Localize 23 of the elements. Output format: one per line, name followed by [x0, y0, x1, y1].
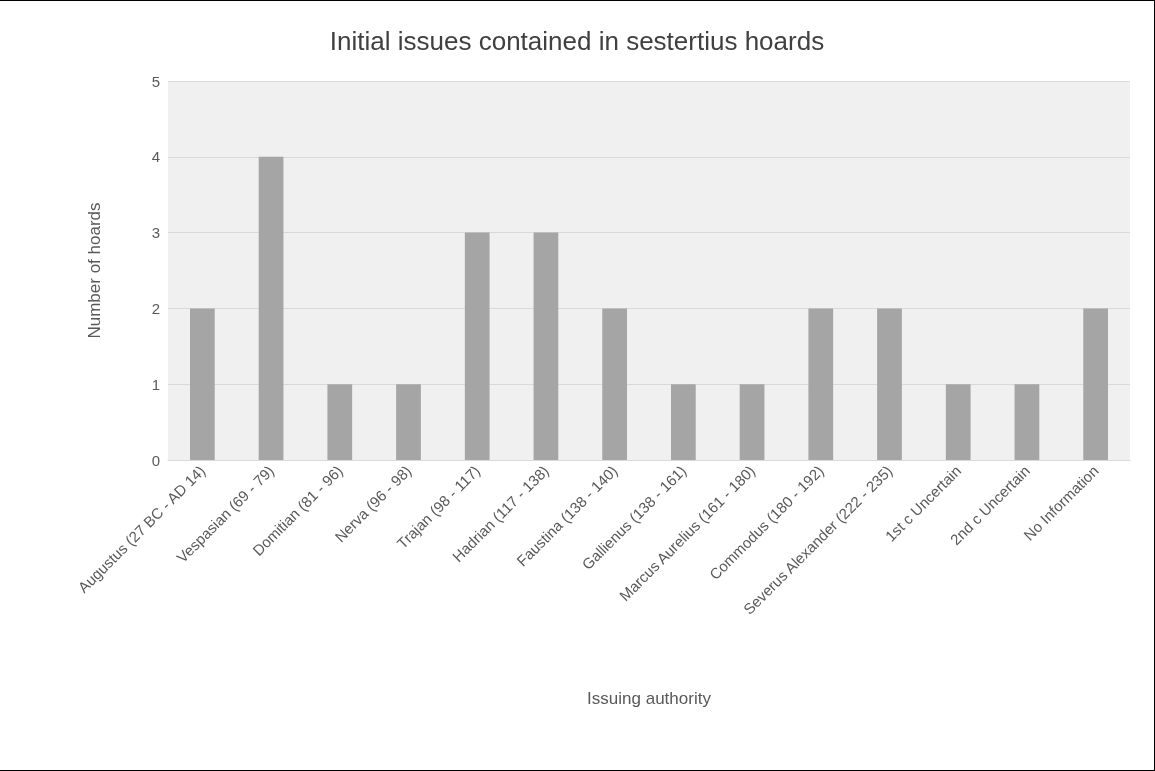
bar	[1014, 384, 1040, 460]
y-tick-label: 2	[151, 299, 160, 317]
bar	[1083, 308, 1109, 460]
bar	[670, 384, 696, 460]
y-tick-label: 0	[151, 451, 160, 469]
bar	[189, 308, 215, 460]
x-axis-title: Issuing authority	[587, 689, 712, 708]
y-tick-label: 4	[151, 148, 160, 166]
bar	[464, 232, 490, 460]
y-tick-label: 3	[151, 224, 160, 242]
y-tick-label: 5	[151, 72, 160, 90]
chart-title: Initial issues contained in sestertius hoards	[329, 26, 825, 56]
bar	[327, 384, 353, 460]
bar	[533, 232, 559, 460]
bar	[396, 384, 421, 460]
bar	[602, 308, 628, 460]
y-tick-label: 1	[151, 375, 160, 393]
bar	[258, 156, 284, 460]
bar	[877, 308, 902, 460]
bar	[739, 384, 765, 460]
bar	[945, 384, 971, 460]
bar	[808, 308, 834, 460]
y-axis-title: Number of hoards	[85, 202, 104, 339]
